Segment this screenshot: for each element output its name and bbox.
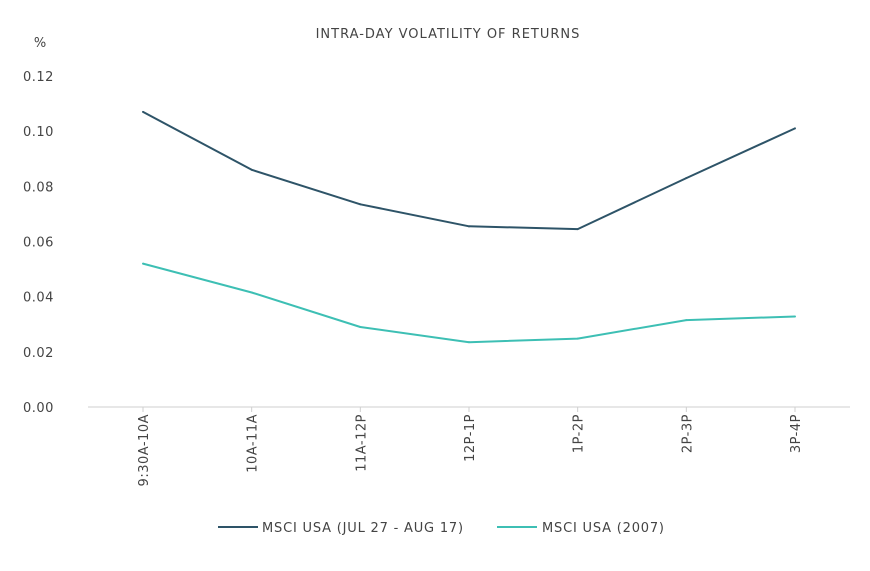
y-tick-label: 0.12	[23, 70, 54, 85]
x-tick-label: 3P-4P	[789, 414, 804, 453]
data-point	[468, 225, 470, 228]
legend-label: MSCI USA (JUL 27 - AUG 17)	[262, 521, 464, 536]
data-point	[250, 168, 253, 171]
data-point	[468, 341, 470, 344]
series-line-1	[142, 111, 796, 231]
chart-title: INTRA-DAY VOLATILITY OF RETURNS	[316, 27, 581, 42]
x-axis: 9:30A-10A 10A-11A 11A-12P 12P-1P 1P-2P 2P-3P 3…	[137, 407, 804, 486]
x-tick-label: 10A-11A	[246, 414, 261, 473]
legend-label: MSCI USA (2007)	[542, 521, 665, 536]
data-point	[250, 291, 253, 294]
y-tick-label: 0.02	[23, 346, 54, 361]
data-point	[359, 326, 362, 329]
y-tick-label: 0.04	[23, 291, 54, 306]
data-point	[359, 203, 362, 206]
y-tick-label: 0.06	[23, 236, 54, 251]
x-tick-label: 9:30A-10A	[137, 414, 152, 486]
data-point	[576, 228, 579, 231]
x-tick-label: 2P-3P	[680, 414, 695, 453]
series-group	[142, 110, 796, 344]
legend: MSCI USA (JUL 27 - AUG 17) MSCI USA (2007…	[218, 521, 665, 536]
data-point	[794, 315, 796, 318]
y-tick-label: 0.10	[23, 125, 54, 140]
data-point	[794, 127, 796, 130]
data-point	[142, 110, 144, 113]
x-tick-label: 12P-1P	[463, 414, 478, 462]
x-tick-label: 11A-12P	[354, 414, 369, 472]
data-point	[685, 177, 688, 180]
data-point	[142, 262, 144, 265]
y-tick-label: 0.08	[23, 180, 54, 195]
y-axis-unit-label: %	[34, 36, 46, 51]
data-point	[685, 319, 688, 322]
series-line-2	[142, 262, 796, 344]
data-point	[576, 337, 579, 340]
y-axis: 0.00 0.02 0.04 0.06 0.08 0.10 0.12	[23, 70, 54, 416]
x-tick-label: 1P-2P	[572, 414, 587, 453]
y-tick-label: 0.00	[23, 401, 54, 416]
